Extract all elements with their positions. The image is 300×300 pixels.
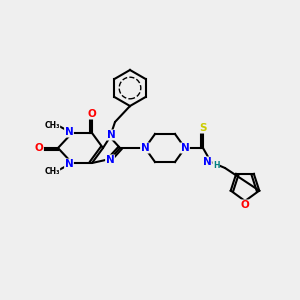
Text: N: N (202, 157, 211, 167)
Text: CH₃: CH₃ (44, 121, 60, 130)
Text: N: N (106, 130, 116, 140)
Text: N: N (141, 143, 149, 153)
Text: O: O (88, 109, 96, 119)
Text: N: N (64, 127, 74, 137)
Text: N: N (181, 143, 189, 153)
Text: O: O (34, 143, 43, 153)
Text: N: N (106, 155, 114, 165)
Text: N: N (64, 159, 74, 169)
Text: O: O (241, 200, 249, 210)
Text: H: H (213, 160, 219, 169)
Text: S: S (199, 123, 207, 133)
Text: CH₃: CH₃ (44, 167, 60, 176)
